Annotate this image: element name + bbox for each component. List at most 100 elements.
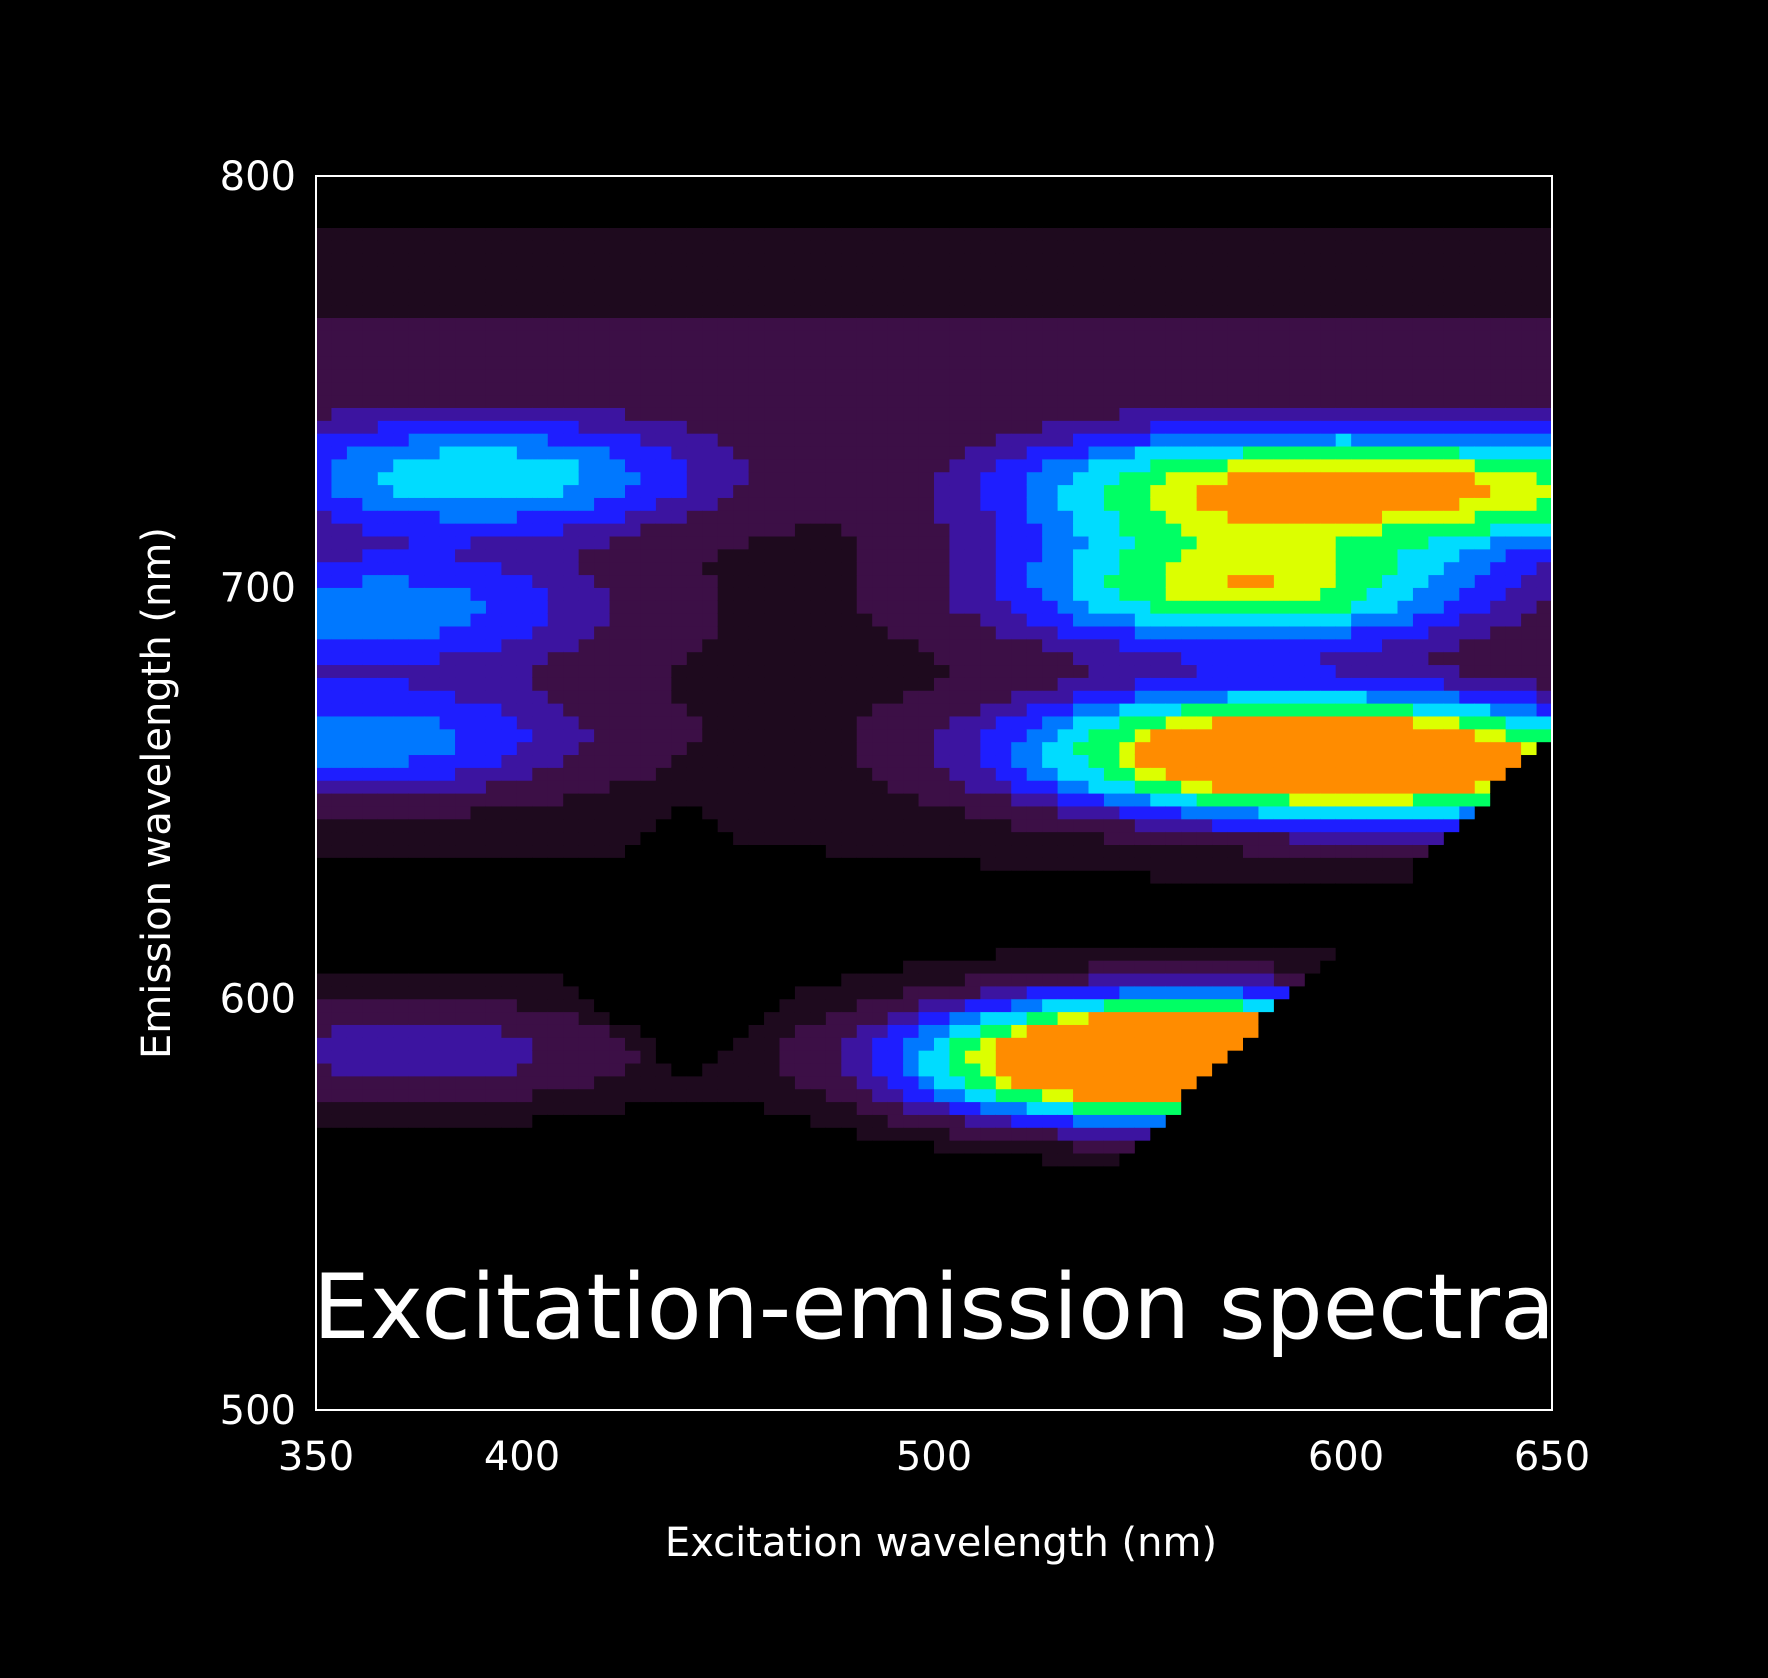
heatmap-cell bbox=[995, 548, 1012, 563]
heatmap-cell bbox=[640, 278, 657, 293]
heatmap-cell bbox=[934, 1384, 951, 1398]
heatmap-cell bbox=[331, 188, 348, 203]
heatmap-cell bbox=[964, 510, 981, 524]
heatmap-cell bbox=[316, 754, 333, 768]
heatmap-cell bbox=[779, 535, 796, 550]
heatmap-cell bbox=[934, 227, 951, 241]
heatmap-cell bbox=[609, 728, 626, 743]
heatmap-cell bbox=[640, 201, 657, 216]
heatmap-cell bbox=[578, 741, 595, 756]
heatmap-cell bbox=[872, 831, 889, 846]
heatmap-cell bbox=[949, 1230, 966, 1244]
heatmap-cell bbox=[748, 445, 765, 460]
heatmap-cell bbox=[903, 1152, 920, 1167]
heatmap-cell bbox=[841, 690, 858, 704]
heatmap-cell bbox=[563, 882, 580, 897]
heatmap-cell bbox=[455, 317, 472, 331]
heatmap-cell bbox=[733, 1281, 750, 1295]
heatmap-cell bbox=[408, 1152, 425, 1167]
heatmap-cell bbox=[485, 793, 502, 807]
heatmap-cell bbox=[702, 767, 719, 781]
heatmap-cell bbox=[949, 1242, 966, 1257]
heatmap-cell bbox=[393, 741, 410, 756]
heatmap-cell bbox=[1026, 510, 1043, 524]
heatmap-cell bbox=[594, 1358, 611, 1373]
heatmap-cell bbox=[346, 240, 363, 254]
heatmap-cell bbox=[1073, 1062, 1090, 1077]
heatmap-cell bbox=[949, 1088, 966, 1103]
heatmap-cell bbox=[980, 972, 997, 987]
heatmap-cell bbox=[887, 433, 904, 447]
heatmap-cell bbox=[702, 805, 719, 820]
heatmap-cell bbox=[470, 1178, 487, 1193]
heatmap-cell bbox=[640, 1294, 657, 1308]
heatmap-cell bbox=[733, 664, 750, 678]
heatmap-cell bbox=[393, 535, 410, 550]
heatmap-cell bbox=[1026, 985, 1043, 1000]
heatmap-cell bbox=[547, 471, 564, 486]
heatmap-cell bbox=[1103, 921, 1120, 935]
heatmap-cell bbox=[964, 1191, 981, 1205]
heatmap-cell bbox=[964, 1050, 981, 1064]
heatmap-cell bbox=[1073, 1024, 1090, 1038]
heatmap-cell bbox=[779, 1255, 796, 1270]
heatmap-cell bbox=[640, 1242, 657, 1257]
heatmap-cell bbox=[362, 600, 379, 614]
heatmap-cell bbox=[995, 381, 1012, 396]
heatmap-cell bbox=[1088, 690, 1105, 704]
heatmap-cell bbox=[686, 754, 703, 768]
heatmap-cell bbox=[455, 510, 472, 524]
heatmap-cell bbox=[1073, 1037, 1090, 1051]
heatmap-cell bbox=[934, 201, 951, 216]
heatmap-cell bbox=[702, 433, 719, 447]
heatmap-cell bbox=[655, 433, 672, 447]
heatmap-cell bbox=[810, 934, 827, 948]
heatmap-cell bbox=[995, 1050, 1012, 1064]
heatmap-cell bbox=[1026, 548, 1043, 563]
heatmap-cell bbox=[841, 304, 858, 318]
heatmap-cell bbox=[532, 317, 549, 331]
heatmap-cell bbox=[609, 265, 626, 280]
heatmap-cell bbox=[949, 767, 966, 781]
heatmap-cell bbox=[547, 317, 564, 331]
heatmap-cell bbox=[377, 921, 394, 935]
heatmap-cell bbox=[794, 201, 811, 216]
heatmap-cell bbox=[455, 1345, 472, 1360]
heatmap-cell bbox=[609, 638, 626, 653]
heatmap-cell bbox=[362, 1062, 379, 1077]
heatmap-cell bbox=[903, 355, 920, 370]
heatmap-cell bbox=[887, 1384, 904, 1398]
heatmap-cell bbox=[934, 677, 951, 691]
heatmap-cell bbox=[532, 1152, 549, 1167]
heatmap-cell bbox=[316, 1037, 333, 1051]
heatmap-cell bbox=[439, 458, 456, 473]
heatmap-cell bbox=[362, 651, 379, 666]
heatmap-cell bbox=[918, 227, 935, 241]
heatmap-cell bbox=[794, 420, 811, 434]
heatmap-cell bbox=[424, 407, 441, 421]
heatmap-cell bbox=[501, 882, 518, 897]
heatmap-cell bbox=[501, 265, 518, 280]
heatmap-cell bbox=[455, 535, 472, 550]
heatmap-cell bbox=[964, 613, 981, 627]
heatmap-cell bbox=[516, 600, 533, 614]
heatmap-cell bbox=[547, 240, 564, 254]
heatmap-cell bbox=[903, 497, 920, 511]
heatmap-cell bbox=[995, 1062, 1012, 1077]
heatmap-cell bbox=[1103, 510, 1120, 524]
heatmap-cell bbox=[547, 407, 564, 421]
heatmap-cell bbox=[346, 908, 363, 923]
heatmap-cell bbox=[625, 291, 642, 306]
heatmap-cell bbox=[841, 535, 858, 550]
heatmap-cell bbox=[779, 677, 796, 691]
heatmap-cell bbox=[856, 780, 873, 794]
heatmap-cell bbox=[532, 278, 549, 293]
heatmap-cell bbox=[856, 1140, 873, 1154]
heatmap-cell bbox=[841, 1127, 858, 1141]
heatmap-cell bbox=[702, 587, 719, 601]
heatmap-cell bbox=[609, 985, 626, 1000]
heatmap-cell bbox=[702, 291, 719, 306]
heatmap-cell bbox=[485, 690, 502, 704]
heatmap-cell bbox=[779, 1204, 796, 1218]
heatmap-cell bbox=[764, 1165, 781, 1180]
